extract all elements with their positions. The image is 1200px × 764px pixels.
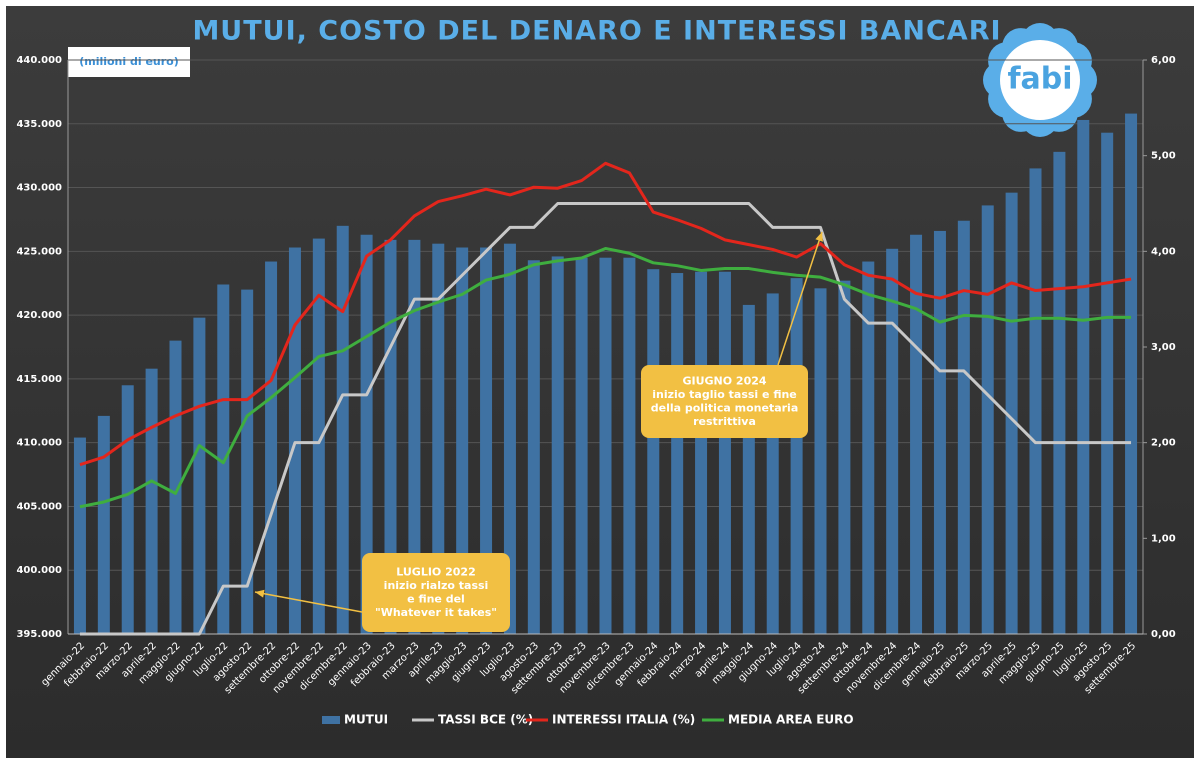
y2-tick-label: 6,00	[1151, 55, 1176, 66]
y2-tick-label: 4,00	[1151, 246, 1176, 257]
chart-title: MUTUI, COSTO DEL DENARO E INTERESSI BANC…	[192, 16, 1001, 47]
annotation-text: "Whatever it takes"	[375, 606, 497, 619]
annotation-text: e fine del	[407, 592, 465, 605]
bar	[1077, 119, 1090, 634]
annotation-text: della politica monetaria	[651, 401, 799, 414]
legend-label: INTERESSI ITALIA (%)	[552, 713, 695, 727]
legend-swatch	[322, 716, 340, 724]
y2-tick-label: 5,00	[1151, 151, 1176, 162]
y-tick-label: 420.000	[16, 310, 62, 321]
bar	[480, 247, 493, 635]
annotation-text: GIUGNO 2024	[682, 374, 766, 387]
legend-label: MEDIA AREA EURO	[728, 713, 854, 727]
y2-tick-label: 0,00	[1151, 629, 1176, 640]
bar	[145, 368, 158, 634]
bar	[623, 257, 636, 634]
line	[79, 246, 1132, 509]
bar	[671, 273, 684, 634]
bar	[718, 271, 731, 634]
annotation-arrow	[254, 591, 363, 613]
y-tick-label: 435.000	[16, 119, 62, 130]
bar	[1101, 132, 1114, 634]
bar	[312, 238, 325, 635]
y-tick-label: 430.000	[16, 183, 62, 194]
bar	[432, 243, 445, 634]
bar	[838, 280, 851, 634]
y-tick-label: 440.000	[16, 55, 62, 66]
annotation-text: LUGLIO 2022	[396, 565, 475, 578]
annotation-text: inizio taglio tassi e fine	[652, 388, 797, 401]
line	[79, 202, 1132, 636]
bar	[456, 247, 469, 635]
bar	[265, 261, 278, 634]
bar	[193, 317, 206, 634]
logo-text: fabi	[1007, 62, 1072, 97]
y-tick-label: 395.000	[16, 629, 62, 640]
y2-tick-label: 3,00	[1151, 342, 1176, 353]
legend-label: TASSI BCE (%)	[438, 713, 533, 727]
bar	[1029, 168, 1042, 634]
bar	[814, 288, 827, 634]
bar	[73, 437, 86, 634]
bar	[1005, 192, 1018, 634]
bar	[957, 220, 970, 634]
bar	[1125, 113, 1138, 634]
bar	[97, 415, 110, 634]
arrow-head	[255, 589, 265, 598]
bar	[862, 261, 875, 634]
bar	[575, 257, 588, 634]
bar	[408, 239, 421, 634]
y2-tick-label: 1,00	[1151, 533, 1176, 544]
bar	[933, 230, 946, 634]
bar	[551, 256, 564, 634]
y-tick-label: 400.000	[16, 565, 62, 576]
bar	[886, 248, 899, 634]
bar	[503, 243, 516, 634]
bar	[217, 284, 230, 634]
annotation-box	[641, 365, 808, 438]
bar	[527, 260, 540, 634]
legend-label: MUTUI	[344, 713, 388, 727]
annotation-text: restrittiva	[693, 415, 756, 428]
bar	[742, 304, 755, 634]
unit-label: (milioni di euro)	[79, 55, 179, 68]
bar	[1053, 151, 1066, 634]
bar	[981, 205, 994, 634]
line	[79, 161, 1132, 467]
bar	[910, 234, 923, 635]
unit-box	[68, 47, 190, 77]
y2-tick-label: 2,00	[1151, 438, 1176, 449]
bar	[336, 225, 349, 635]
annotation-text: inizio rialzo tassi	[384, 579, 489, 592]
arrow-head	[815, 232, 823, 242]
bar	[790, 278, 803, 634]
y-tick-label: 410.000	[16, 438, 62, 449]
y-tick-label: 415.000	[16, 374, 62, 385]
bar	[241, 289, 254, 634]
bar	[695, 271, 708, 634]
annotation-arrow	[777, 231, 823, 366]
annotation-box	[362, 553, 510, 632]
bar	[599, 257, 612, 634]
y-tick-label: 425.000	[16, 246, 62, 257]
bar	[766, 293, 779, 634]
bar	[647, 269, 660, 634]
bar	[288, 247, 301, 635]
bar	[121, 385, 134, 634]
y-tick-label: 405.000	[16, 501, 62, 512]
